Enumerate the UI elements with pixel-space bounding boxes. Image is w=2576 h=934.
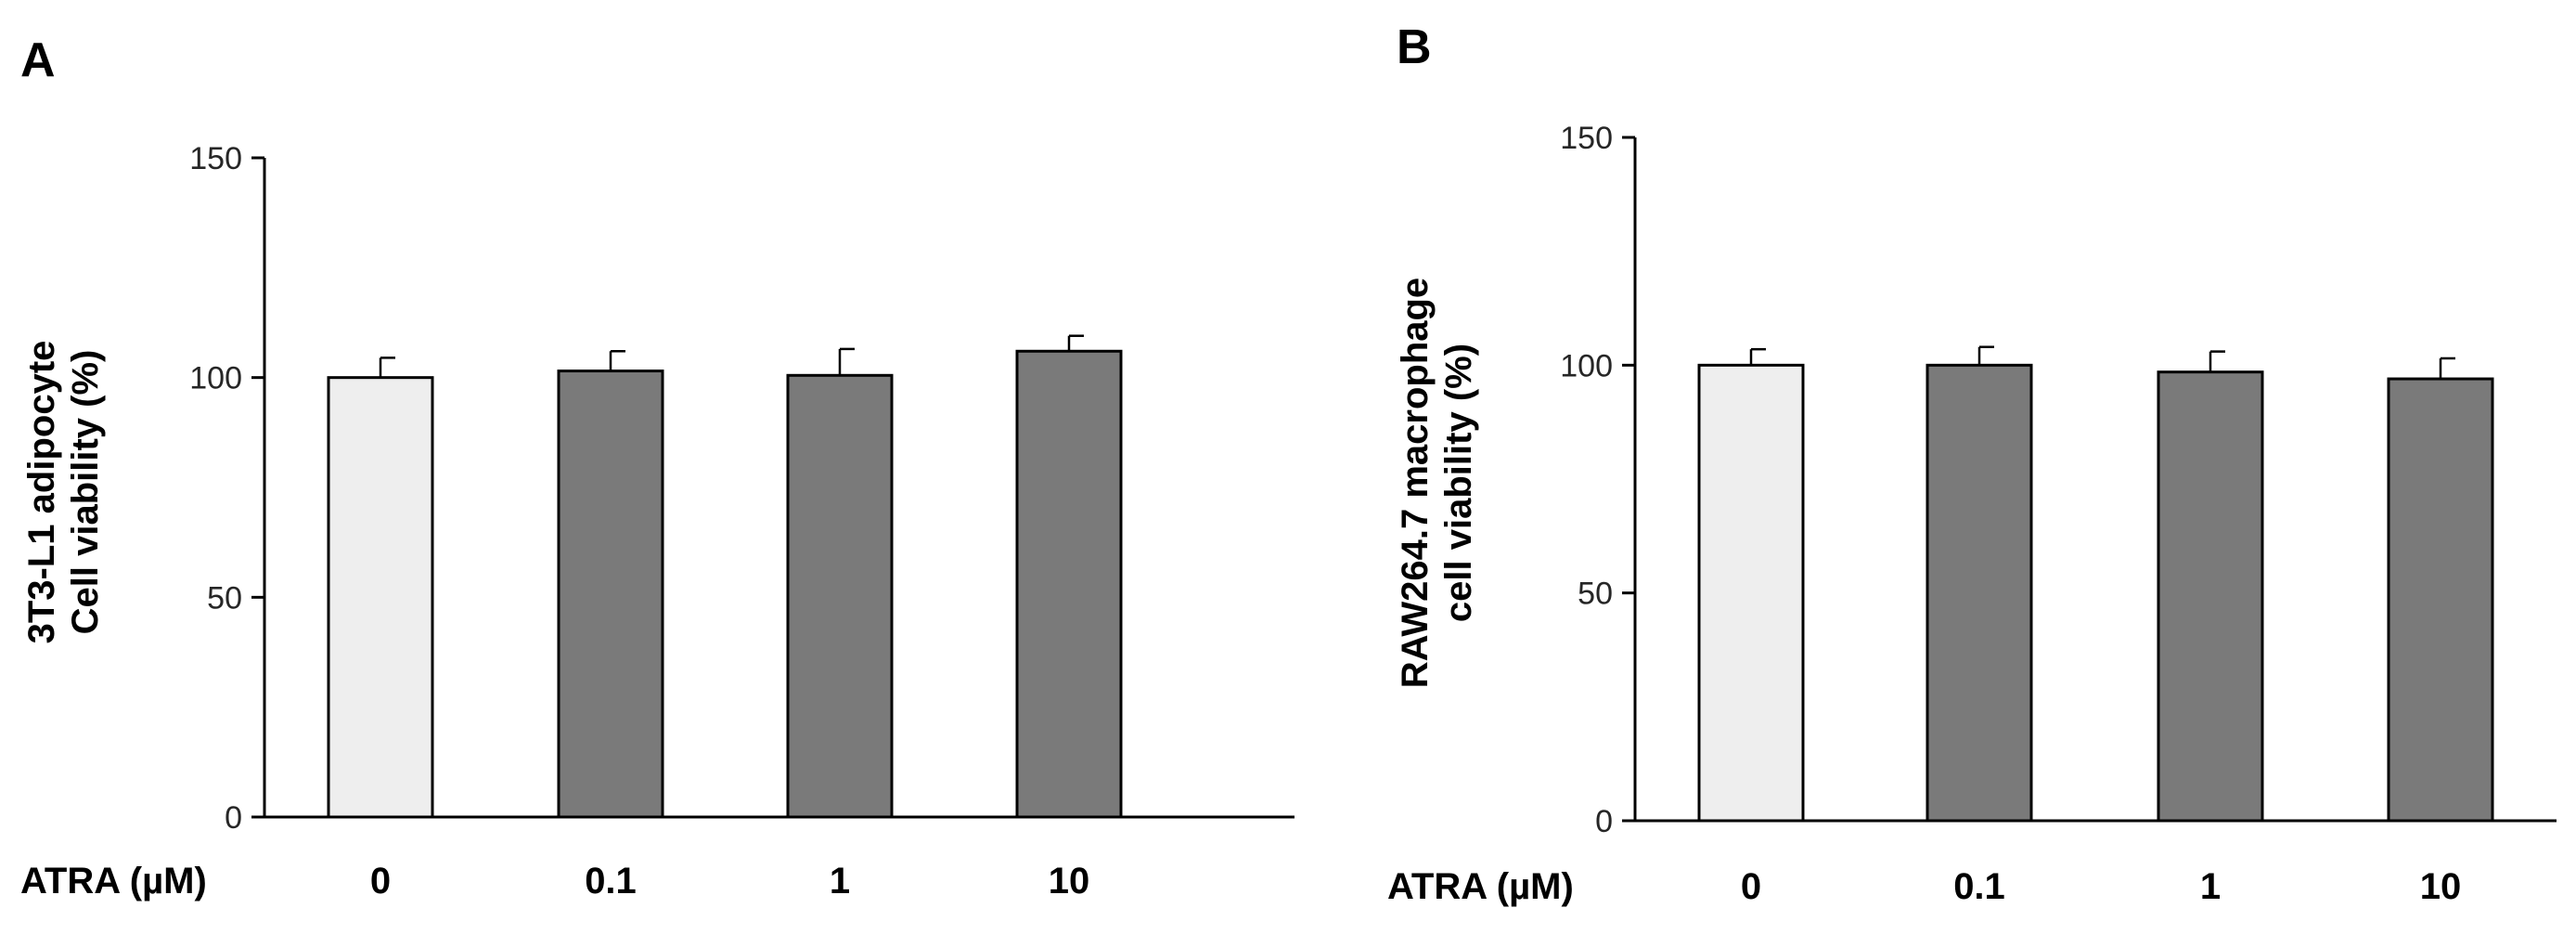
x-tick-label: 1 <box>2200 866 2221 907</box>
bar <box>2387 377 2494 823</box>
x-tick-label: 0 <box>370 861 391 902</box>
x-axis-label: ATRA (µM) <box>20 861 207 902</box>
panel-b: B 0 50 100 150 0 0.1 1 10 ATRA (µM) RAW264.7 macro… <box>1387 20 2557 907</box>
x-tick-label: 1 <box>830 861 850 902</box>
x-tick-label: 10 <box>1049 861 1090 902</box>
y-tick-label: 150 <box>1560 121 1613 156</box>
x-axis-label: ATRA (µM) <box>1387 866 1574 907</box>
y-axis-label-line: 3T3-L1 adipocyte <box>21 341 62 644</box>
bar <box>1697 363 1805 823</box>
y-tick-label: 0 <box>1595 804 1613 839</box>
bar <box>1926 363 2033 823</box>
x-tick-label: 0 <box>1741 866 1761 907</box>
y-tick-label: 50 <box>207 580 242 616</box>
bar <box>327 376 434 819</box>
y-axis-label-line: Cell viability (%) <box>65 350 106 635</box>
panel-a: A 0 50 100 150 0 0.1 1 10 ATRA (µM) 3T3-L1 adipocy… <box>20 33 1294 902</box>
panel-letter: B <box>1397 20 1432 74</box>
bar <box>2157 370 2264 823</box>
y-axis-label-line: RAW264.7 macrophage <box>1395 278 1436 688</box>
panel-letter: A <box>20 33 56 87</box>
x-tick-label: 10 <box>2420 866 2462 907</box>
bar <box>557 370 664 819</box>
y-tick-label: 100 <box>189 361 242 396</box>
bar <box>1015 349 1123 819</box>
y-tick-label: 0 <box>225 800 242 836</box>
y-tick-label: 150 <box>189 141 242 176</box>
y-tick-label: 50 <box>1578 577 1613 612</box>
y-tick-label: 100 <box>1560 348 1613 383</box>
x-tick-label: 0.1 <box>1953 866 2005 907</box>
bar <box>786 373 894 819</box>
x-tick-label: 0.1 <box>585 861 637 902</box>
y-axis-label-line: cell viability (%) <box>1438 344 1479 622</box>
